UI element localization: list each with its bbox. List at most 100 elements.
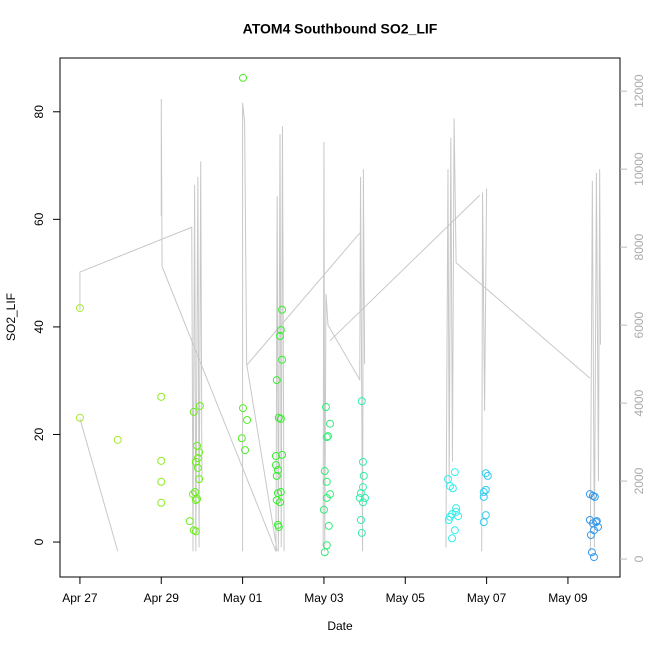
y2-tick-label: 12000 bbox=[632, 74, 646, 108]
altitude-line bbox=[275, 126, 285, 552]
data-point bbox=[272, 471, 281, 480]
data-point bbox=[324, 521, 333, 530]
data-point bbox=[241, 446, 250, 455]
y-tick-label: 80 bbox=[32, 105, 46, 119]
data-point bbox=[592, 518, 601, 527]
data-point bbox=[195, 475, 204, 484]
data-point bbox=[357, 528, 366, 537]
data-point bbox=[590, 492, 599, 501]
y2-tick-label: 4000 bbox=[632, 389, 646, 416]
data-point bbox=[481, 469, 490, 478]
data-point bbox=[450, 468, 459, 477]
data-point bbox=[191, 457, 200, 466]
x-tick-label: May 07 bbox=[467, 591, 507, 605]
data-point bbox=[446, 512, 455, 521]
data-point bbox=[320, 548, 329, 557]
data-point bbox=[157, 392, 166, 401]
y2-tick-label: 6000 bbox=[632, 311, 646, 338]
data-point bbox=[185, 517, 194, 526]
data-point bbox=[237, 434, 246, 443]
data-point bbox=[274, 522, 283, 531]
data-point bbox=[448, 484, 457, 493]
data-point bbox=[75, 413, 84, 422]
data-point bbox=[278, 305, 287, 314]
data-point bbox=[75, 304, 84, 313]
data-point bbox=[272, 376, 281, 385]
data-point bbox=[193, 463, 202, 472]
data-point bbox=[271, 461, 280, 470]
x-tick-label: Apr 29 bbox=[144, 591, 180, 605]
altitude-line bbox=[329, 194, 481, 342]
data-point bbox=[322, 541, 331, 550]
data-point bbox=[324, 432, 333, 441]
data-point bbox=[452, 504, 461, 513]
data-point bbox=[322, 477, 331, 486]
data-point bbox=[243, 415, 252, 424]
altitude-line bbox=[481, 188, 488, 552]
x-tick-label: May 09 bbox=[548, 591, 588, 605]
data-point bbox=[361, 493, 370, 502]
data-point bbox=[357, 397, 366, 406]
data-point bbox=[273, 465, 282, 474]
data-point bbox=[276, 488, 285, 497]
data-point bbox=[481, 485, 490, 494]
data-point bbox=[356, 515, 365, 524]
altitude-line bbox=[79, 418, 119, 552]
y-tick-label: 40 bbox=[32, 320, 46, 334]
altitude-line bbox=[322, 141, 366, 552]
data-point bbox=[271, 451, 280, 460]
y2-tick-label: 2000 bbox=[632, 467, 646, 494]
data-point bbox=[276, 326, 285, 335]
data-point bbox=[193, 495, 202, 504]
data-point bbox=[276, 332, 285, 341]
altitude-line bbox=[242, 102, 278, 552]
data-point bbox=[278, 450, 287, 459]
data-point bbox=[479, 492, 488, 501]
altitude-line bbox=[589, 169, 601, 552]
data-point bbox=[443, 475, 452, 484]
data-point bbox=[157, 498, 166, 507]
y2-tick-label: 8000 bbox=[632, 233, 646, 260]
data-point bbox=[193, 441, 202, 450]
data-point bbox=[481, 511, 490, 520]
y-tick-label: 20 bbox=[32, 427, 46, 441]
x-tick-label: May 01 bbox=[223, 591, 263, 605]
data-point bbox=[189, 526, 198, 535]
data-point bbox=[448, 534, 457, 543]
data-point bbox=[359, 471, 368, 480]
data-point bbox=[483, 471, 492, 480]
plot-frame bbox=[59, 57, 621, 578]
data-point bbox=[276, 498, 285, 507]
data-point bbox=[450, 526, 459, 535]
data-point bbox=[589, 553, 598, 562]
data-point bbox=[278, 355, 287, 364]
chart-title: ATOM4 Southbound SO2_LIF bbox=[243, 21, 438, 37]
data-point bbox=[326, 419, 335, 428]
data-point bbox=[113, 435, 122, 444]
altitude-line bbox=[79, 161, 203, 552]
data-point bbox=[239, 73, 248, 82]
data-point bbox=[191, 527, 200, 536]
data-point bbox=[592, 517, 601, 526]
data-point bbox=[587, 548, 596, 557]
data-point bbox=[157, 477, 166, 486]
data-point bbox=[321, 403, 330, 412]
data-point bbox=[479, 488, 488, 497]
data-point bbox=[586, 531, 595, 540]
y-axis-label: SO2_LIF bbox=[4, 293, 18, 341]
y-tick-label: 60 bbox=[32, 212, 46, 226]
x-tick-label: May 03 bbox=[304, 591, 344, 605]
y-tick-label: 0 bbox=[32, 538, 46, 545]
x-tick-label: Apr 27 bbox=[62, 591, 98, 605]
data-point bbox=[191, 496, 200, 505]
data-point bbox=[193, 454, 202, 463]
altitude-line bbox=[445, 118, 591, 548]
x-tick-label: May 05 bbox=[386, 591, 426, 605]
data-point bbox=[195, 401, 204, 410]
data-point bbox=[276, 414, 285, 423]
data-point bbox=[479, 518, 488, 527]
data-point bbox=[452, 507, 461, 516]
altitude-line bbox=[246, 232, 361, 366]
y2-tick-label: 0 bbox=[632, 555, 646, 562]
